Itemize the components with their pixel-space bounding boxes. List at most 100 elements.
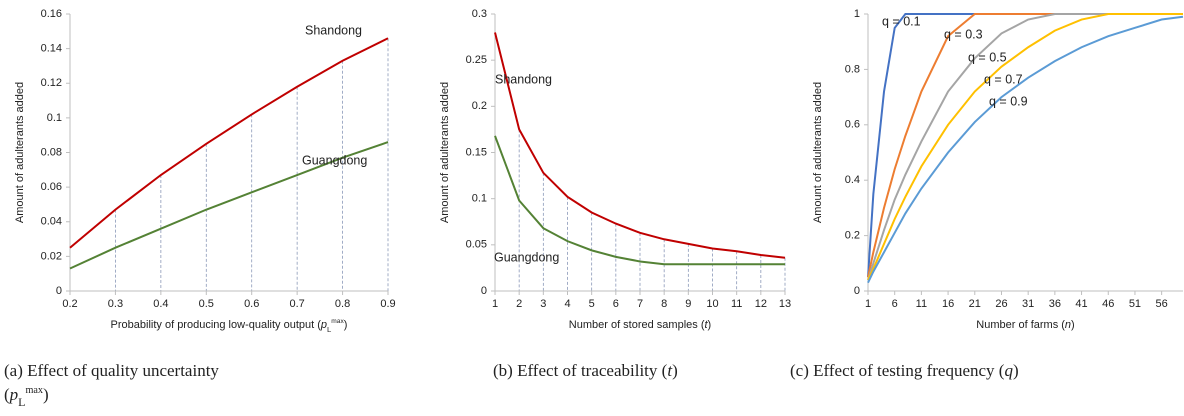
y-axis-label: Amount of adulterants added: [439, 82, 451, 223]
y-tick-label: 0.3: [472, 8, 487, 20]
y-tick-label: 0.04: [41, 216, 62, 228]
x-tick-label: 51: [1129, 298, 1141, 310]
x-tick-label: 0.2: [62, 298, 77, 310]
x-tick-label: 36: [1049, 298, 1061, 310]
x-tick-label: 41: [1075, 298, 1087, 310]
x-tick-label: 2: [516, 298, 522, 310]
x-tick-label: 11: [916, 298, 927, 310]
series-label: Guangdong: [494, 250, 559, 264]
y-tick-label: 0.1: [472, 193, 487, 205]
x-axis-label: Number of farms (n): [976, 319, 1074, 331]
x-axis-label: Probability of producing low-quality out…: [111, 318, 348, 333]
label-part: ): [344, 319, 348, 331]
label-part: q: [1004, 361, 1013, 380]
x-tick-label: 46: [1102, 298, 1114, 310]
label-part: (: [4, 385, 10, 404]
y-tick-label: 0.6: [845, 119, 860, 131]
label-part: L: [18, 395, 25, 409]
label-part: (a) Effect of quality uncertainty: [4, 361, 219, 380]
y-tick-label: 0.12: [41, 77, 62, 89]
y-tick-label: 0.15: [466, 146, 487, 158]
x-axis-label: Number of stored samples (t): [569, 319, 711, 331]
x-tick-label: 10: [706, 298, 718, 310]
y-tick-label: 0: [56, 285, 62, 297]
x-tick-label: 0.7: [289, 298, 304, 310]
caption: (pLmax): [4, 385, 49, 409]
label-part: t: [667, 361, 673, 380]
label-part: (b) Effect of traceability (: [493, 361, 668, 380]
y-tick-label: 0.08: [41, 146, 62, 158]
series-line: [867, 13, 1183, 278]
y-tick-label: 0.05: [466, 239, 487, 251]
series-label: Guangdong: [302, 153, 367, 167]
series-label: Shandong: [305, 23, 362, 37]
label-part: Probability of producing low-quality out…: [111, 319, 322, 331]
y-tick-label: 0.2: [845, 230, 860, 242]
x-tick-label: 0.5: [199, 298, 214, 310]
series-line: [494, 32, 786, 259]
series-line: [867, 13, 1183, 278]
series-line: [69, 141, 389, 270]
x-tick-label: 9: [685, 298, 691, 310]
series-label: q = 0.5: [968, 50, 1007, 64]
x-tick-label: 56: [1156, 298, 1168, 310]
caption: (c) Effect of testing frequency (q): [790, 361, 1019, 380]
label-part: ): [708, 319, 712, 331]
series-line: [867, 13, 1183, 281]
series-line: [494, 135, 785, 266]
label-part: n: [1065, 319, 1071, 331]
series-label: q = 0.3: [944, 27, 983, 41]
series-label: q = 0.7: [984, 72, 1023, 86]
y-tick-label: 0.8: [845, 63, 860, 75]
label-part: ): [1071, 319, 1075, 331]
label-part: (c) Effect of testing frequency (: [790, 361, 1005, 380]
y-tick-label: 0.02: [41, 250, 62, 262]
x-tick-label: 26: [995, 298, 1007, 310]
label-part: ): [672, 361, 678, 380]
x-tick-label: 1: [492, 298, 498, 310]
series-label: q = 0.9: [989, 94, 1028, 108]
caption: (a) Effect of quality uncertainty: [4, 361, 219, 380]
x-tick-label: 11: [731, 298, 742, 310]
label-part: ): [43, 385, 49, 404]
y-axis-label: Amount of adulterants added: [812, 82, 824, 223]
label-part: max: [331, 318, 344, 325]
series-label: q = 0.1: [882, 14, 921, 28]
label-part: p: [320, 319, 327, 331]
y-tick-label: 0.1: [47, 112, 62, 124]
x-tick-label: 0.4: [153, 298, 168, 310]
x-tick-label: 0.6: [244, 298, 259, 310]
x-tick-label: 3: [540, 298, 546, 310]
x-tick-label: 6: [892, 298, 898, 310]
x-tick-label: 0.9: [380, 298, 395, 310]
x-tick-label: 4: [564, 298, 570, 310]
y-tick-label: 0.06: [41, 181, 62, 193]
x-tick-label: 1: [865, 298, 871, 310]
label-part: Number of stored samples (: [569, 319, 705, 331]
x-tick-label: 13: [779, 298, 791, 310]
y-tick-label: 0.2: [472, 100, 487, 112]
label-part: p: [9, 385, 19, 404]
series-line: [867, 15, 1184, 284]
y-tick-label: 0.16: [41, 8, 62, 20]
x-tick-label: 12: [755, 298, 767, 310]
x-tick-label: 0.3: [108, 298, 123, 310]
y-tick-label: 1: [854, 8, 860, 20]
x-tick-label: 6: [613, 298, 619, 310]
x-tick-label: 21: [969, 298, 981, 310]
y-tick-label: 0: [854, 285, 860, 297]
y-axis-label: Amount of adulterants added: [14, 82, 26, 223]
x-tick-label: 7: [637, 298, 643, 310]
y-tick-label: 0.14: [41, 43, 62, 55]
series-label: Shandong: [495, 72, 552, 86]
label-part: Number of farms (: [976, 319, 1065, 331]
y-tick-label: 0: [481, 285, 487, 297]
caption: (b) Effect of traceability (t): [493, 361, 678, 380]
y-tick-label: 0.25: [466, 54, 487, 66]
series-line: [69, 37, 389, 249]
series-line: [867, 13, 1183, 281]
x-tick-label: 31: [1022, 298, 1034, 310]
label-part: L: [327, 325, 332, 334]
label-part: ): [1013, 361, 1019, 380]
